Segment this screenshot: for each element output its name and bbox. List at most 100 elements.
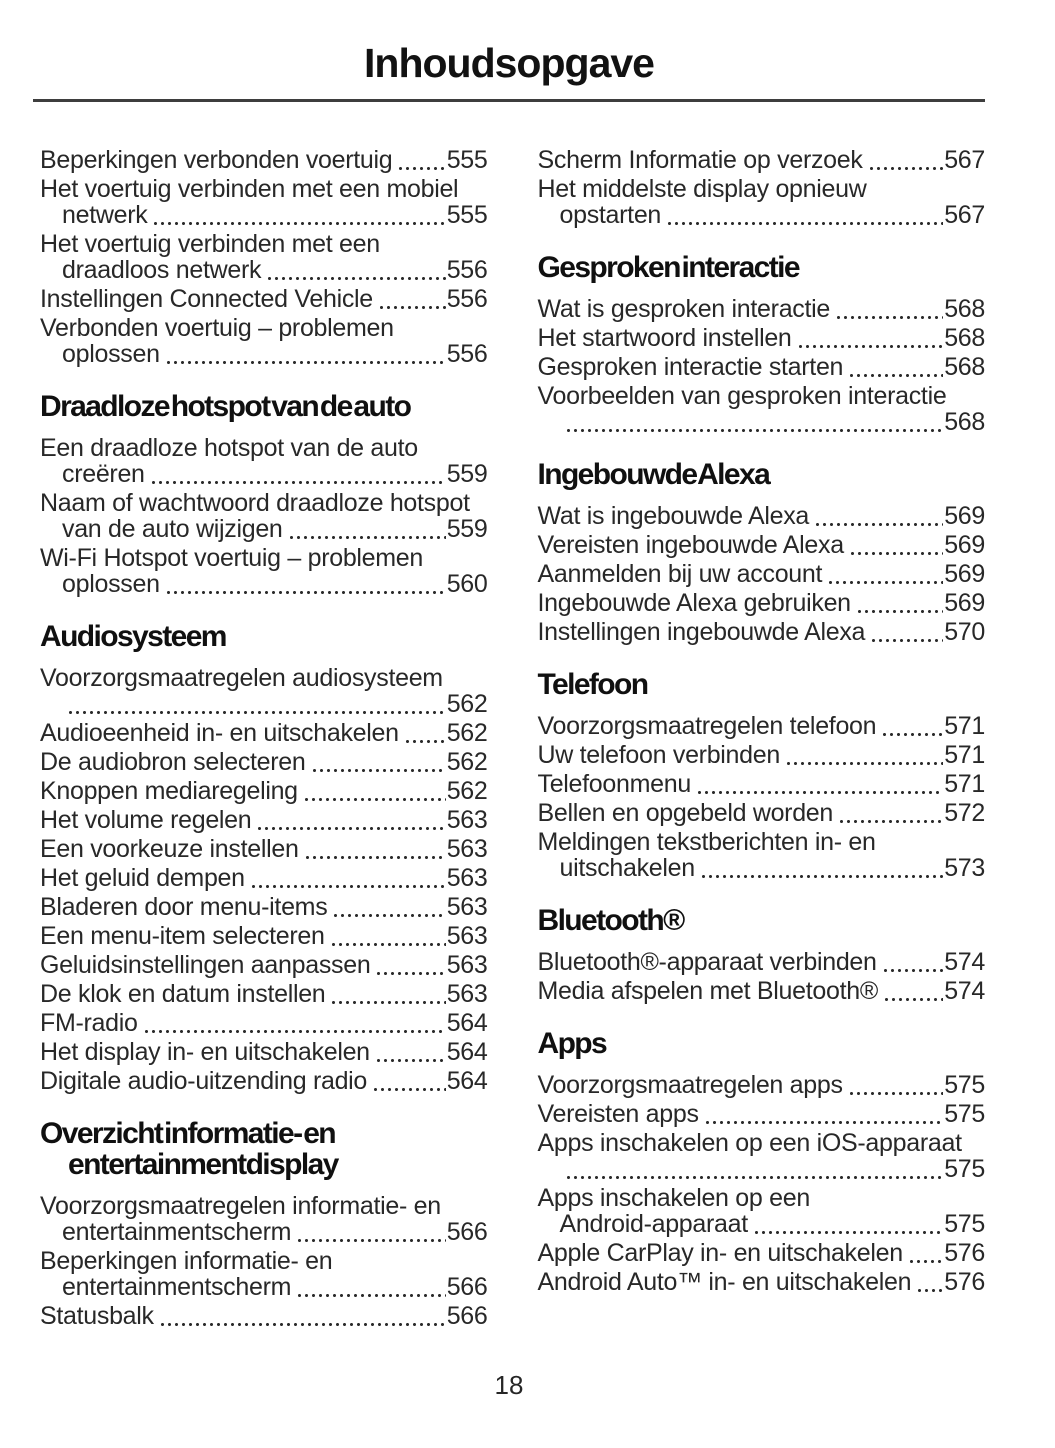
entry-line: Het geluid dempen 563 (40, 865, 488, 891)
entry-page-number: 562 (446, 777, 488, 805)
leader-dots (814, 503, 944, 529)
entry-text: De audiobron selecteren (40, 748, 306, 776)
entry-text: Wat is ingebouwde Alexa (537, 502, 810, 530)
entry-line: Bluetooth®-apparaat verbinden 574 (538, 949, 985, 975)
leader-dots (666, 202, 944, 228)
entry-line: Gesproken interactie starten 568 (538, 353, 985, 381)
toc-section: Draadloze hotspot van de auto Een draadlo… (40, 391, 488, 597)
entry-line: Android Auto™ in- en uitschakelen 576 (538, 1269, 985, 1295)
entry-text: Apps inschakelen op een (537, 1184, 811, 1212)
entry-page-number: 564 (446, 1067, 488, 1095)
leader-dots (916, 1269, 944, 1295)
entry-text-continued: oplossen (62, 570, 160, 598)
entry-text: Ingebouwde Alexa gebruiken (537, 589, 852, 617)
toc-entry: Het volume regelen 563 (40, 807, 488, 833)
entry-page-number: 563 (446, 980, 488, 1008)
entry-text: Een menu-item selecteren (40, 922, 325, 950)
entry-page-number: 572 (944, 799, 985, 827)
entry-text: Wi-Fi Hotspot voertuig – problemen (40, 544, 424, 572)
toc-entry: Ingebouwde Alexa gebruiken 569 (537, 589, 985, 617)
entry-text-continued: entertainmentscherm (62, 1218, 292, 1246)
toc-entry: Wat is gesproken interactie 568 (537, 295, 985, 323)
entry-page-number: 575 (944, 1071, 985, 1099)
entry-text: Het volume regelen (40, 806, 252, 834)
entry-text: Digitale audio-uitzending radio (40, 1067, 368, 1095)
toc-entry: Wi-Fi Hotspot voertuig – problemen oploss… (40, 545, 488, 597)
toc-entry: Bladeren door menu-items 563 (40, 894, 488, 920)
entry-text: Uw telefoon verbinden (537, 741, 781, 769)
entry-line-wrap: uitschakelen 573 (560, 854, 985, 882)
leader-dots (249, 865, 446, 891)
toc-entry: Uw telefoon verbinden 571 (537, 741, 985, 769)
leader-dots (332, 894, 446, 920)
entry-text: De klok en datum instellen (40, 980, 326, 1008)
entry-text: FM-radio (40, 1009, 138, 1037)
entry-line: De audiobron selecteren 562 (40, 749, 488, 775)
toc-column-right: Scherm Informatie op verzoek 567 Het midde… (537, 147, 986, 1329)
entry-page-number: 574 (944, 977, 985, 1005)
entry-text: Beperkingen verbonden voertuig (40, 146, 393, 174)
section-heading: Ingebouwde Alexa (538, 459, 986, 490)
toc-entry: Het startwoord instellen 568 (538, 325, 985, 351)
entry-text: Media afspelen met Bluetooth® (537, 977, 879, 1005)
leader-dots (703, 1101, 944, 1127)
entry-text: Wat is gesproken interactie (537, 295, 831, 323)
entry-page-number: 562 (446, 748, 488, 776)
toc-entry: Voorzorgsmaatregelen apps 575 (538, 1071, 985, 1099)
entry-line: Het voertuig verbinden met een mobiel (40, 176, 488, 202)
toc-entry: Een menu-item selecteren 563 (40, 923, 488, 949)
toc-entry: Telefoonmenu 571 (538, 771, 985, 797)
entry-line-wrap: oplossen 556 (62, 341, 488, 367)
toc-entry: Apple CarPlay in- en uitschakelen 576 (538, 1240, 985, 1266)
entry-page-number: 573 (944, 854, 985, 882)
toc-entries: Voorzorgsmaatregelen informatie- en enter… (40, 1193, 488, 1329)
section-heading-line: Audiosysteem (40, 620, 227, 653)
entry-line: Knoppen mediaregeling 562 (40, 778, 488, 804)
leader-dots (374, 1039, 446, 1065)
entry-text: Een voorkeuze instellen (40, 835, 299, 863)
entry-text: Naam of wachtwoord draadloze hotspot (40, 489, 470, 517)
entry-text-continued: opstarten (559, 201, 662, 229)
entry-page-number: 559 (446, 515, 488, 543)
entry-page-number: 568 (944, 353, 985, 381)
toc-entry: Apps inschakelen op een Android-apparaat 5… (538, 1185, 986, 1238)
leader-dots (564, 1156, 944, 1182)
entry-line: Meldingen tekstberichten in- en (538, 829, 986, 855)
entry-line: Telefoonmenu 571 (538, 771, 985, 797)
leader-dots (855, 590, 944, 616)
entry-text: Instellingen Connected Vehicle (40, 285, 373, 313)
title-divider (33, 99, 985, 102)
entry-line: Voorbeelden van gesproken interactie (538, 383, 986, 409)
entry-line: Voorzorgsmaatregelen apps 575 (538, 1071, 985, 1099)
entry-text: Het voertuig verbinden met een (40, 230, 380, 258)
entry-text-continued: Android-apparaat (559, 1210, 749, 1238)
entry-line: Voorzorgsmaatregelen informatie- en (40, 1193, 488, 1219)
toc-entry: Voorzorgsmaatregelen telefoon 571 (538, 713, 985, 739)
entry-page-number: 571 (944, 741, 985, 769)
toc-entry: Een draadloze hotspot van de auto creëren… (40, 435, 488, 487)
toc-entry: Bellen en opgebeld worden 572 (538, 799, 985, 827)
toc-entry: Voorzorgsmaatregelen informatie- en enter… (40, 1193, 488, 1245)
toc-entry: Het display in- en uitschakelen 564 (40, 1039, 488, 1065)
entry-line: Apps inschakelen op een (538, 1185, 986, 1211)
toc-entries: Beperkingen verbonden voertuig 555 Het voe… (40, 147, 488, 367)
leader-dots (784, 742, 944, 768)
entry-line-wrap: opstarten 567 (559, 201, 985, 229)
toc-entries: Voorzorgsmaatregelen apps 575 Vereisten ap… (538, 1071, 986, 1295)
entry-line: Het startwoord instellen 568 (538, 325, 985, 351)
section-heading: Audiosysteem (40, 621, 488, 652)
section-heading: Overzicht informatie- en entertainmentdis… (40, 1118, 488, 1180)
entry-line: Digitale audio-uitzending radio 564 (40, 1068, 488, 1094)
entry-line-wrap: oplossen 560 (62, 571, 488, 597)
entry-line: Het middelste display opnieuw (538, 176, 986, 202)
leader-dots (256, 807, 446, 833)
entry-line: Het voertuig verbinden met een (40, 231, 488, 257)
toc-section: Telefoon Voorzorgsmaatregelen telefoon 571… (537, 669, 986, 882)
toc-section: Apps Voorzorgsmaatregelen apps 575 Vereiste… (538, 1028, 986, 1295)
entry-line: Naam of wachtwoord draadloze hotspot (40, 490, 488, 516)
entry-page-number: 556 (446, 340, 488, 368)
entry-page-number: 569 (944, 589, 985, 617)
entry-line: Bladeren door menu-items 563 (40, 894, 488, 920)
leader-dots (149, 461, 446, 487)
